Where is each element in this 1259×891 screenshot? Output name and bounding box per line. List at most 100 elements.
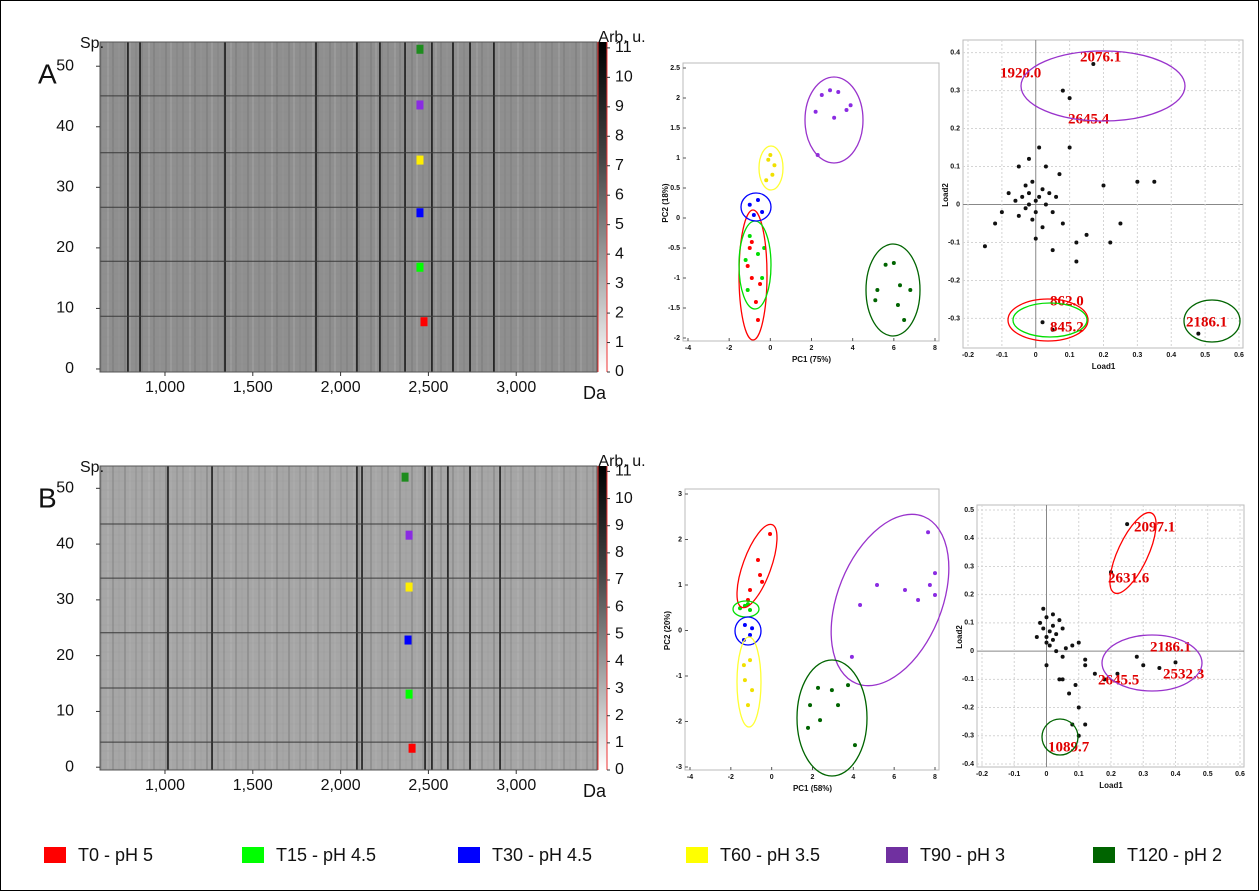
- group-marker: [416, 208, 424, 218]
- x-tick-label: 2,500: [408, 379, 448, 396]
- colorbar-tick-label: 8: [615, 544, 624, 561]
- x-tick-label: 0.4: [1171, 771, 1181, 778]
- data-point: [1083, 722, 1088, 727]
- data-point: [1023, 206, 1028, 211]
- data-point: [829, 688, 834, 693]
- x-tick-label: 0.5: [1200, 352, 1210, 359]
- data-point: [1037, 194, 1042, 199]
- legend-label: T15 - pH 4.5: [276, 845, 376, 865]
- peak-annotation: 2645.4: [1068, 111, 1110, 127]
- data-point: [751, 213, 756, 217]
- data-point: [1101, 183, 1106, 188]
- data-point: [748, 633, 753, 638]
- data-point: [875, 583, 880, 587]
- colorbar-tick-label: 0: [615, 363, 624, 380]
- y-tick-label: 10: [56, 703, 74, 720]
- legend-swatch: [1093, 847, 1115, 863]
- data-point: [1016, 164, 1021, 169]
- data-point: [836, 90, 841, 94]
- colorbar-tick-label: 4: [615, 245, 624, 262]
- y-tick-label: 1: [676, 155, 680, 162]
- data-point: [1054, 194, 1059, 199]
- data-point: [1067, 96, 1072, 101]
- legend-swatch: [44, 847, 66, 863]
- legend-swatch: [886, 847, 908, 863]
- data-point: [1115, 671, 1120, 676]
- y-tick-label: 0: [678, 627, 682, 634]
- panel-label: B: [38, 482, 57, 513]
- x-axis-label: Da: [583, 383, 607, 403]
- data-point: [1074, 259, 1079, 264]
- data-point: [858, 603, 863, 608]
- data-point: [1013, 198, 1018, 203]
- data-point: [1083, 657, 1088, 662]
- data-point: [895, 303, 900, 307]
- legend-label: T90 - pH 3: [920, 845, 1005, 865]
- data-point: [770, 172, 775, 177]
- peak-annotation: 2631.6: [1108, 570, 1150, 586]
- x-tick-label: 0: [1045, 771, 1049, 778]
- x-tick-label: 8: [933, 774, 937, 781]
- data-point: [852, 743, 857, 748]
- group-marker: [405, 530, 413, 540]
- group-ellipse: [1109, 511, 1157, 595]
- group-marker: [405, 689, 413, 699]
- y-tick-label: -0.1: [962, 676, 974, 683]
- data-point: [1173, 660, 1178, 665]
- data-point: [1060, 677, 1065, 682]
- plot-frame: [976, 504, 1245, 768]
- x-tick-label: 0.3: [1138, 771, 1148, 778]
- y-tick-label: -0.4: [962, 761, 974, 768]
- data-point: [1091, 61, 1096, 66]
- data-point: [891, 261, 896, 265]
- data-point: [1108, 240, 1113, 245]
- data-point: [758, 572, 763, 577]
- x-tick-label: 2: [811, 774, 815, 781]
- data-point: [1044, 640, 1049, 645]
- data-point: [742, 623, 747, 628]
- data-point: [813, 109, 818, 114]
- colorbar-tick-label: 1: [615, 734, 624, 751]
- data-point: [1054, 649, 1059, 654]
- data-point: [1152, 179, 1157, 184]
- data-point: [1040, 320, 1045, 325]
- x-tick-label: 0: [770, 774, 774, 781]
- data-point: [1050, 327, 1055, 332]
- x-tick-label: 2: [810, 345, 814, 352]
- data-point: [808, 703, 813, 708]
- group-ellipse: [830, 513, 950, 687]
- x-axis-label: Load1: [1099, 781, 1123, 790]
- group-ellipse: [865, 243, 921, 337]
- data-point: [760, 210, 765, 214]
- y-tick-label: 2.5: [670, 65, 680, 72]
- data-point: [1092, 671, 1097, 676]
- y-axis-label: Load2: [955, 625, 964, 649]
- group-ellipse: [1012, 302, 1088, 338]
- colorbar-tick-label: 7: [615, 157, 624, 174]
- data-point: [1073, 682, 1078, 687]
- x-axis-label: PC1 (75%): [792, 355, 831, 364]
- data-point: [875, 288, 880, 292]
- data-point: [1043, 164, 1048, 169]
- data-point: [748, 608, 753, 613]
- data-point: [846, 683, 851, 688]
- data-point: [1076, 640, 1081, 645]
- data-point: [1050, 623, 1055, 628]
- x-tick-label: -2: [726, 345, 732, 352]
- data-point: [1030, 179, 1035, 184]
- data-point: [747, 246, 752, 250]
- data-point: [747, 202, 752, 207]
- data-point: [1141, 663, 1146, 668]
- data-point: [1060, 654, 1065, 659]
- group-ellipse: [1007, 298, 1089, 342]
- data-point: [849, 654, 854, 659]
- data-point: [745, 264, 750, 268]
- x-tick-label: 1,500: [233, 379, 273, 396]
- y-axis-label: Sp.: [80, 459, 104, 476]
- data-point: [772, 163, 777, 168]
- y-tick-label: 0.1: [950, 163, 960, 170]
- colorbar-tick-label: 1: [615, 334, 624, 351]
- data-point: [745, 703, 750, 708]
- data-point: [927, 583, 932, 587]
